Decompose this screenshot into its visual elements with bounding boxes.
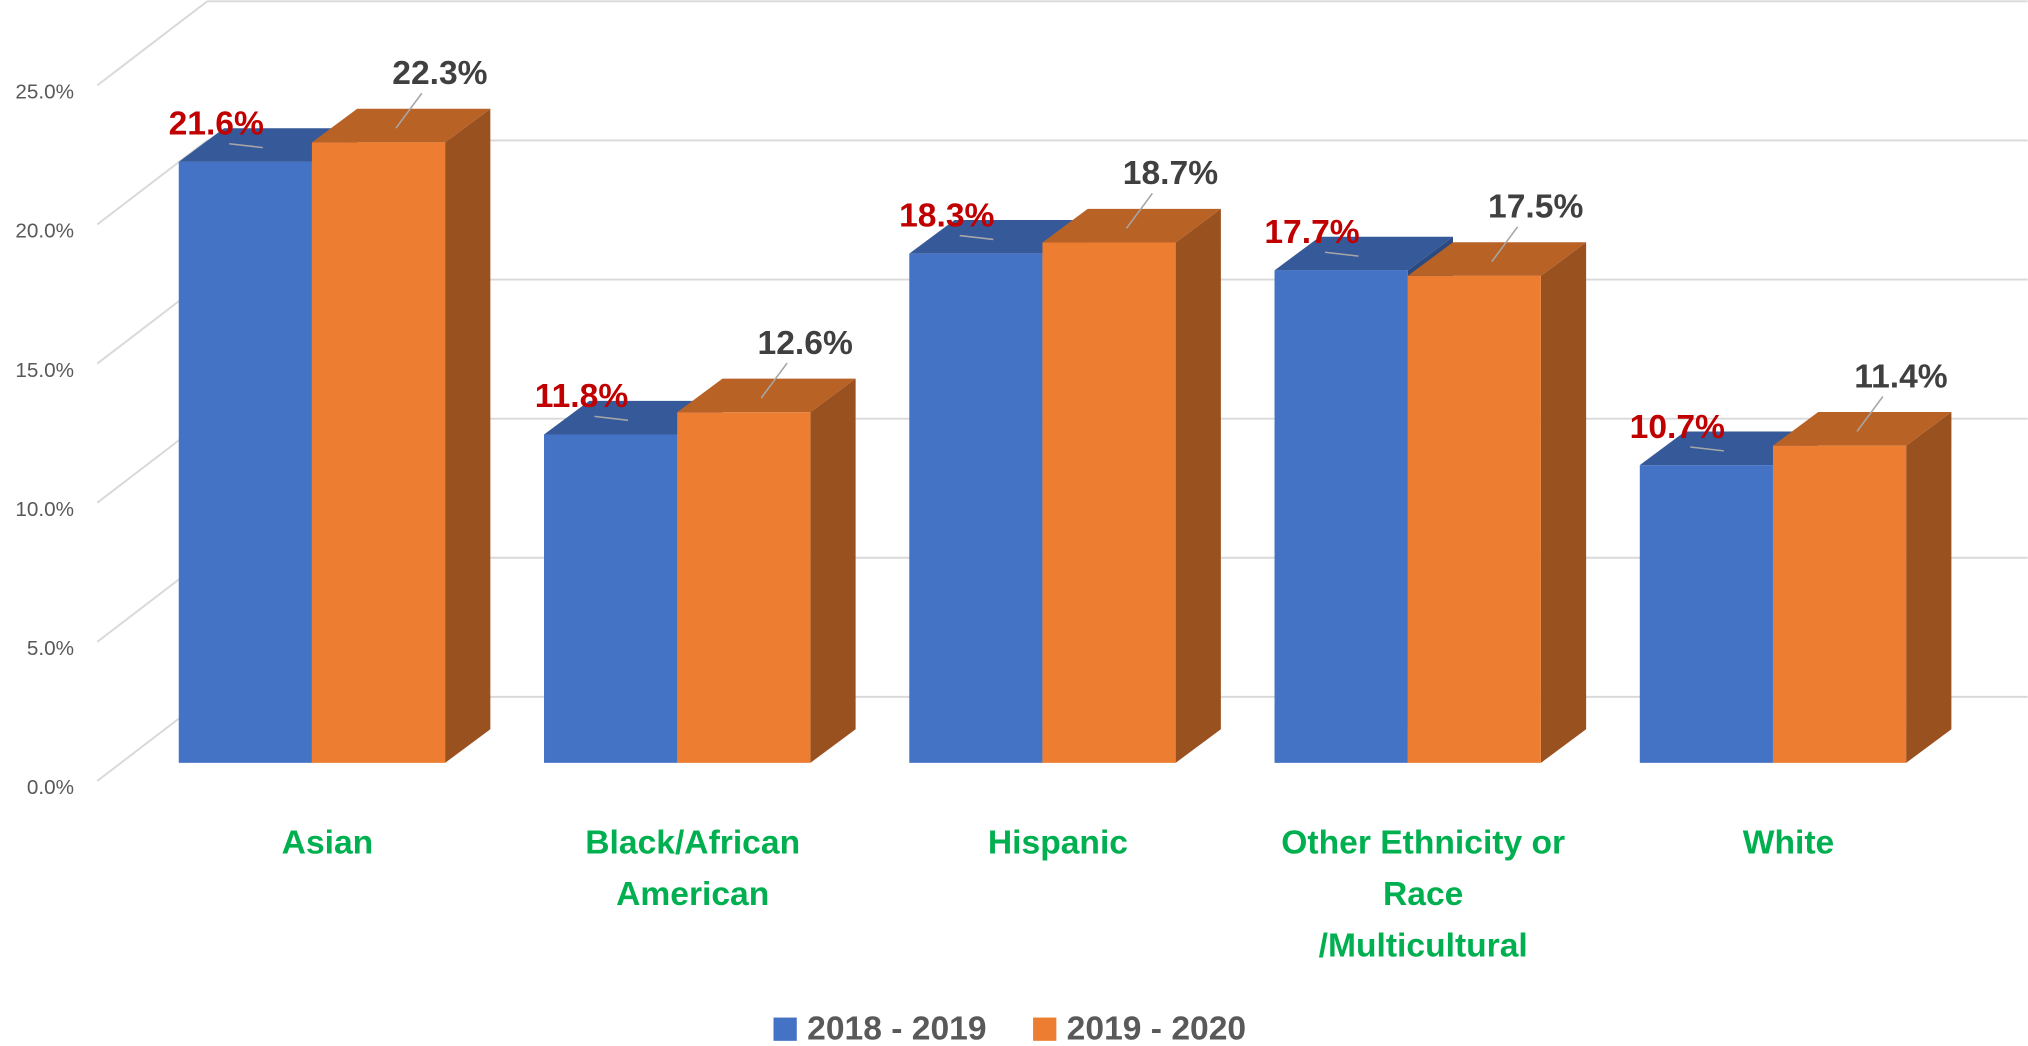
bar-front [909,253,1043,763]
x-tick-label-line: Other Ethnicity or [1281,824,1565,861]
bar-top [1274,236,1453,271]
bar [1042,208,1221,763]
x-tick-label: Other Ethnicity or Race/Multicultural [1281,824,1565,964]
leader-line [594,415,629,422]
legend-label: 2018 - 2019 [807,1010,986,1046]
bar [1407,242,1587,763]
bar-front [1042,242,1176,763]
legend-swatch [773,1017,797,1041]
bar-front [311,142,446,763]
bar [677,378,856,763]
leader-line [1324,251,1359,257]
bar-front [544,434,678,763]
x-tick-label: Hispanic [988,824,1128,861]
bar-front [1639,465,1773,763]
leader-line [229,142,263,149]
data-label: 11.8% [535,378,628,415]
bar-top [1772,412,1952,446]
x-tick-label-line: Asian [282,824,374,861]
data-label: 18.7% [1123,155,1218,192]
legend-label: 2019 - 2020 [1067,1010,1246,1046]
data-label: 11.4% [1854,358,1947,395]
bar-front [178,161,312,763]
bar [311,108,491,763]
bar-front [1772,445,1907,763]
data-label: 21.6% [169,106,264,143]
x-tick-label: Asian [282,824,374,861]
y-tick-label: 15.0% [15,359,74,382]
y-tick-label: 25.0% [15,81,74,104]
data-label: 18.3% [899,197,994,234]
bar-side [1906,412,1952,763]
bar-top [1042,208,1221,243]
x-tick-label-line: /Multicultural [1319,928,1528,965]
data-label: 17.5% [1488,189,1583,226]
y-tick-label: 0.0% [27,776,74,799]
leader-line [1125,192,1153,229]
bar [1772,412,1952,763]
x-tick-label-line: White [1743,824,1834,861]
bar-side [1540,242,1587,763]
leader-line [959,234,994,241]
x-tick-label-line: Black/African [585,824,800,861]
bar-top [1407,242,1587,276]
x-tick-label-line: Race [1383,876,1463,913]
x-tick-label: White [1743,824,1834,861]
grid-line-side [96,0,208,87]
bar-side [445,108,491,763]
x-tick-label: Black/African American [585,824,800,913]
bar-front [1407,275,1541,763]
x-tick-label-line: Hispanic [988,824,1128,861]
legend-swatch [1033,1017,1057,1041]
y-tick-label: 10.0% [15,498,74,521]
leader-line [1856,396,1884,432]
bar-top [677,378,856,413]
y-tick-label: 20.0% [15,220,74,243]
y-tick-label: 5.0% [27,637,74,660]
leader-line [395,92,423,129]
bar-side [810,378,856,763]
data-label: 10.7% [1630,409,1725,446]
leader-line [1690,446,1724,452]
leader-line [1491,226,1519,263]
leader-line [760,362,788,399]
bar-front [1274,270,1408,763]
bar-top [311,108,491,143]
bar-side [1175,208,1221,763]
bar-front [677,412,811,763]
data-label: 22.3% [392,55,487,92]
data-label: 12.6% [758,325,853,362]
data-label: 17.7% [1264,214,1359,251]
x-tick-label-line: American [616,876,769,913]
